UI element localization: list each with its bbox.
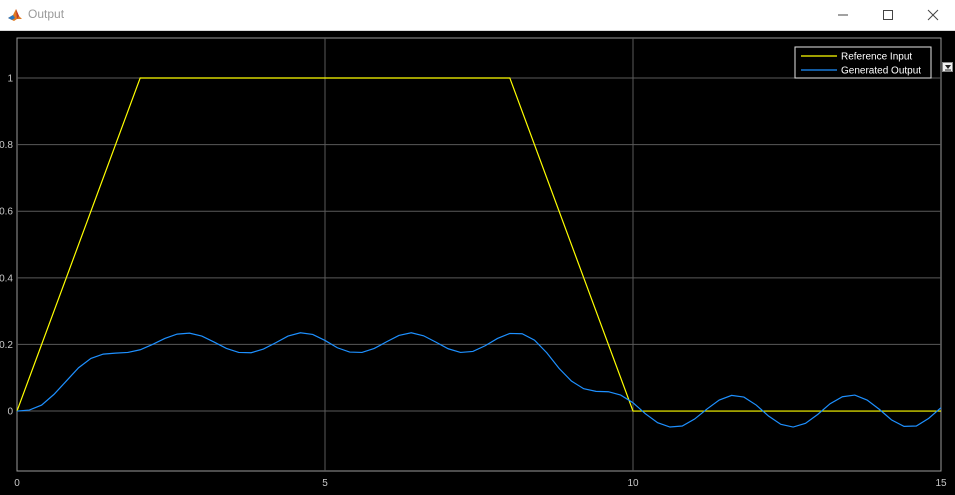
legend-box[interactable] <box>794 46 932 79</box>
close-icon <box>927 9 939 21</box>
scope-chart[interactable]: 0 5 10 15 0 0.2 0.4 0.6 0.8 1 Reference Input Gener… <box>0 31 955 495</box>
y-tick-label: 0.6 <box>0 207 13 218</box>
y-tick-label: 0.4 <box>0 273 13 284</box>
generated-output-line <box>16 332 942 428</box>
plot-area[interactable]: 0 5 10 15 0 0.2 0.4 0.6 0.8 1 Reference Input Gener… <box>0 31 955 495</box>
x-tick-label: 15 <box>935 478 947 489</box>
x-tick-label: 5 <box>322 478 328 489</box>
legend-reference-label: Reference Input <box>841 52 912 63</box>
window-title: Output <box>28 7 65 21</box>
minimize-icon <box>838 14 848 16</box>
close-button[interactable] <box>910 0 955 30</box>
x-tick-label: 10 <box>627 478 639 489</box>
legend-output-label: Generated Output <box>841 66 921 77</box>
y-tick-label: 1 <box>7 73 13 84</box>
figure-menu-button[interactable] <box>942 62 953 72</box>
x-tick-label: 0 <box>14 478 20 489</box>
axes-box <box>16 37 942 472</box>
reference-input-line <box>16 77 941 412</box>
y-tick-label: 0.2 <box>0 340 13 351</box>
window-titlebar: Output <box>0 0 955 31</box>
maximize-button[interactable] <box>865 0 911 30</box>
menu-arrow-icon <box>945 65 951 71</box>
y-tick-label: 0 <box>7 407 13 418</box>
minimize-button[interactable] <box>820 0 866 30</box>
maximize-icon <box>883 10 893 20</box>
matlab-icon <box>7 7 23 23</box>
y-tick-label: 0.8 <box>0 140 13 151</box>
